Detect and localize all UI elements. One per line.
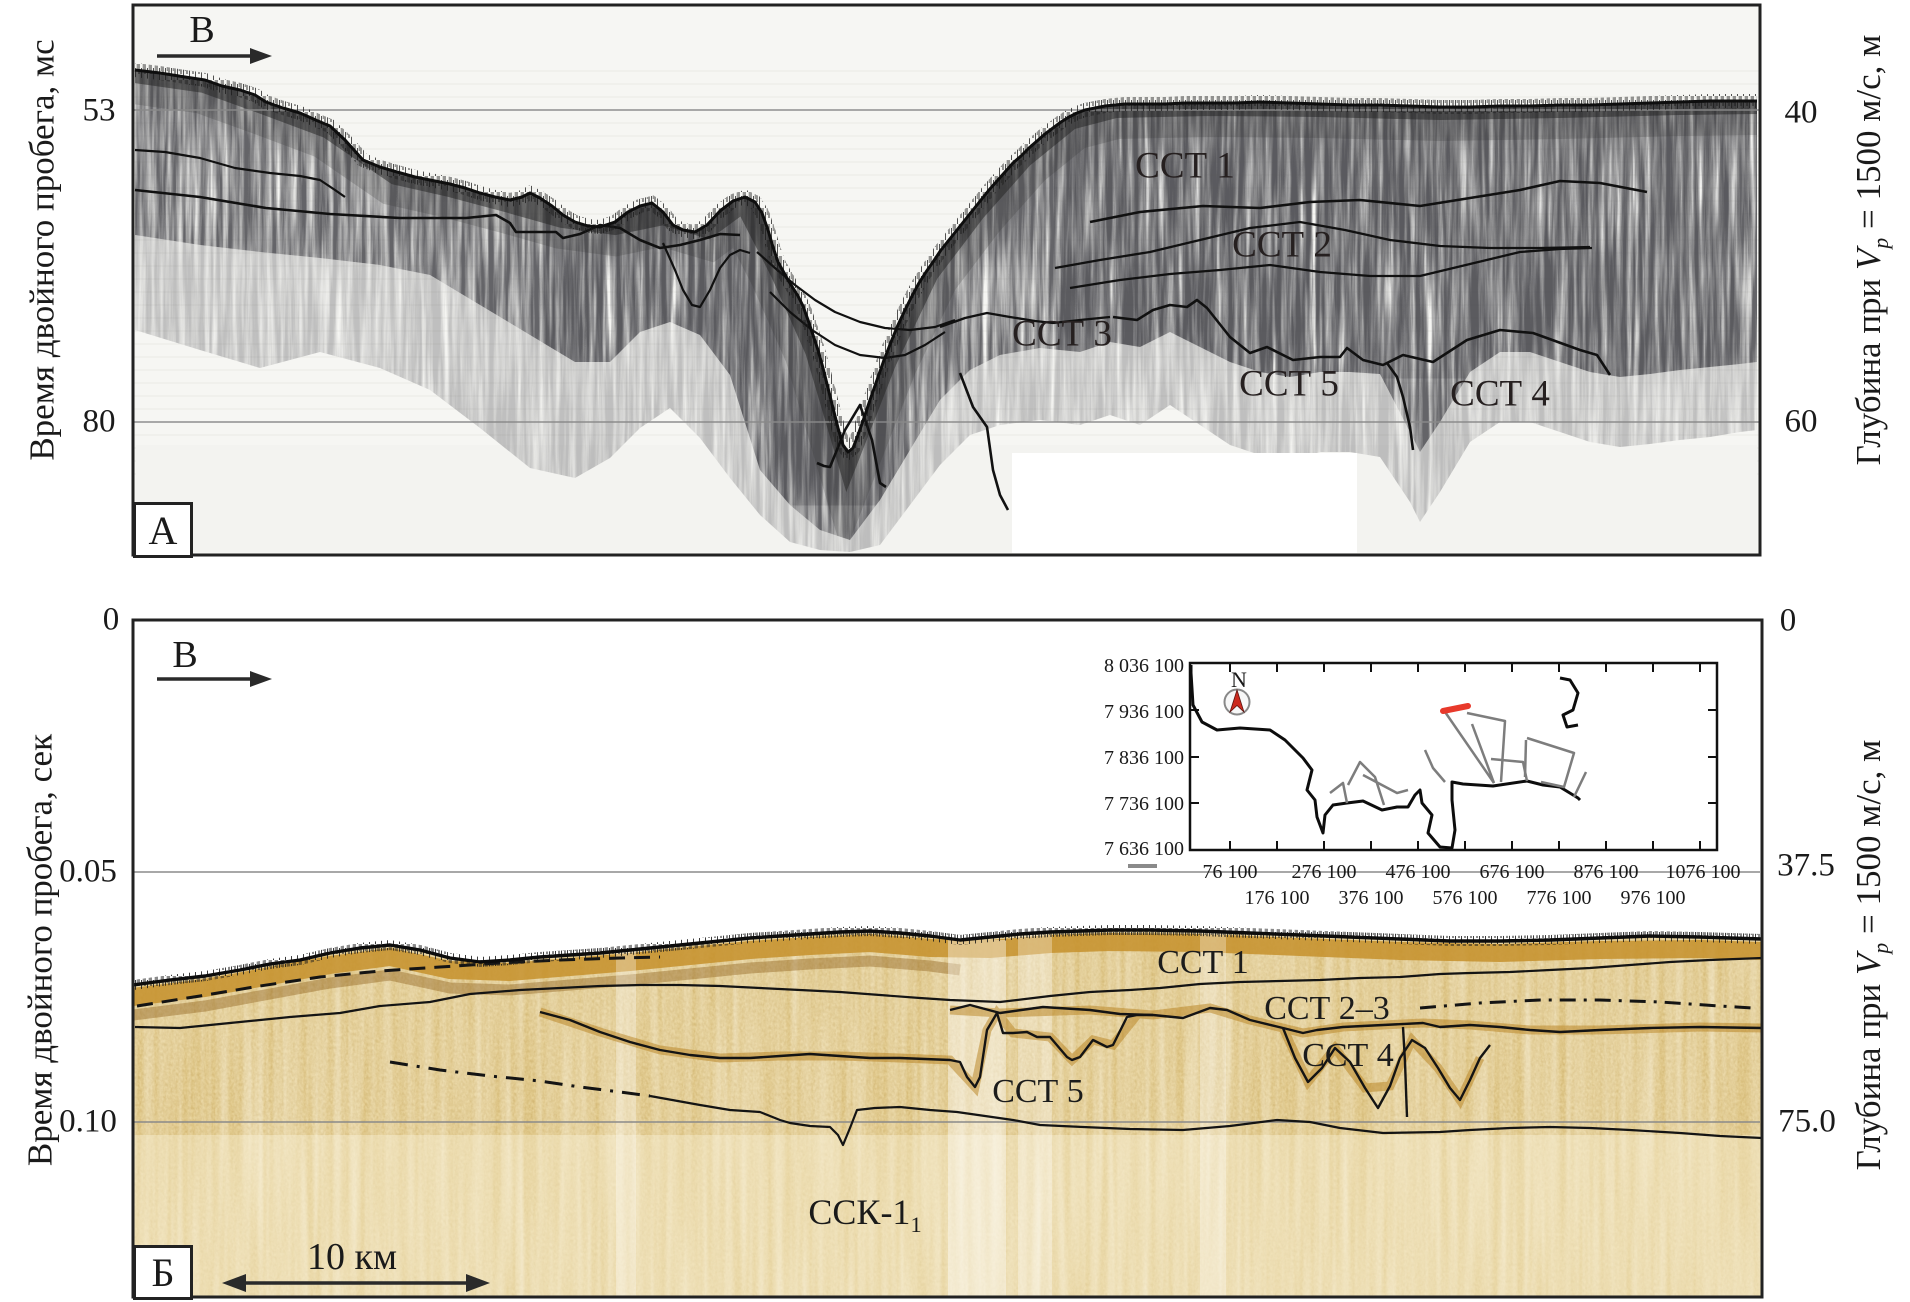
panel-a-letter-box: А	[133, 502, 193, 558]
horizon-label-cct4-a: ССТ 4	[1450, 373, 1550, 415]
horizon-label-cct3-a: ССТ 3	[1012, 313, 1112, 355]
panel-b-tick-005: 0.05	[59, 853, 117, 890]
map-ytick-0: 8 036 100	[1104, 655, 1184, 677]
panel-a-tick-40: 40	[1784, 94, 1818, 131]
ssk-main: ССК-1	[808, 1191, 911, 1232]
depth-axis-post: = 1500 м/с, м	[1849, 34, 1889, 238]
map-ytick-1: 7 936 100	[1104, 701, 1184, 723]
scale-bar-label: 10 км	[306, 1236, 398, 1278]
horizon-label-cct5-b: ССТ 5	[992, 1073, 1084, 1110]
panel-b-right-axis-title: Глубина при Vp = 1500 м/с, м	[1849, 739, 1894, 1171]
map-xtick-r1-3: 676 100	[1479, 861, 1545, 883]
depth-axis-v: V	[1849, 248, 1889, 270]
inset-map-survey-tracks	[1329, 708, 1588, 806]
panel-b-tick-0: 0	[102, 601, 120, 638]
map-xtick-r2-1: 376 100	[1338, 887, 1404, 909]
depth-axis-pre: Глубина при	[1849, 269, 1889, 466]
horizon-label-cct1-b: ССТ 1	[1157, 944, 1249, 981]
depth-axis-pre: Глубина при	[1849, 974, 1889, 1171]
north-arrow-icon	[1223, 688, 1251, 716]
panel-a-right-axis-title: Глубина при Vp = 1500 м/с, м	[1849, 34, 1894, 466]
panel-b-tick-r0: 0	[1779, 602, 1797, 639]
panel-b-tick-010: 0.10	[59, 1103, 117, 1140]
panel-b-tick-r375: 37.5	[1777, 847, 1835, 884]
horizon-label-cct1-a: ССТ 1	[1135, 145, 1235, 187]
unit-label-ssk1: ССК-11	[808, 1194, 921, 1237]
depth-axis-post: = 1500 м/с, м	[1849, 739, 1889, 943]
map-xtick-r1-1: 276 100	[1291, 861, 1357, 883]
panel-a-graphic	[131, 3, 1762, 557]
panel-b-direction-label: В	[172, 634, 198, 676]
panel-b-letter: Б	[151, 1250, 175, 1295]
map-ytick-2: 7 836 100	[1104, 747, 1184, 769]
panel-a-direction-label: В	[189, 9, 215, 51]
inset-map-profile-highlight	[1440, 703, 1471, 714]
panel-b-seabed-line	[133, 928, 1762, 987]
panel-b-border	[131, 618, 1764, 1299]
panel-a-horizon-lines	[134, 148, 1648, 511]
map-ytick-4: 7 636 100	[1104, 838, 1184, 860]
panel-a-tick-53: 53	[82, 92, 116, 129]
depth-axis-v: V	[1849, 953, 1889, 975]
panel-a-letter: А	[148, 507, 178, 553]
panel-b-horizon-lines	[134, 955, 1762, 1147]
panel-a-direction-arrow	[157, 48, 272, 64]
panel-a-data-gap	[1012, 453, 1357, 553]
map-ytick-3: 7 736 100	[1104, 793, 1184, 815]
panel-a-tick-60: 60	[1784, 403, 1818, 440]
horizon-label-cct2-a: ССТ 2	[1232, 224, 1332, 266]
horizon-label-cct4-b: ССТ 4	[1302, 1037, 1394, 1074]
depth-axis-sub: p	[1869, 942, 1894, 954]
panel-a-left-axis-title: Время двойного пробега, мс	[22, 39, 62, 461]
map-xtick-r1-0: 76 100	[1202, 861, 1258, 883]
panel-b-graphic	[131, 618, 1764, 1299]
panel-a-tick-80: 80	[82, 403, 116, 440]
horizon-label-cct5-a: ССТ 5	[1239, 363, 1339, 405]
panel-b-tick-r750: 75.0	[1778, 1103, 1836, 1140]
inset-map-ticks	[1190, 663, 1717, 850]
panel-b-direction-arrow	[157, 671, 272, 687]
panel-b-left-axis-title: Время двойного пробега, сек	[20, 733, 60, 1167]
scale-bar-arrow	[222, 1274, 490, 1292]
map-xtick-r1-2: 476 100	[1385, 861, 1451, 883]
inset-map-coastline	[1189, 665, 1582, 850]
north-label: N	[1231, 667, 1247, 692]
map-xtick-r1-4: 876 100	[1573, 861, 1639, 883]
map-xtick-r1-5: 1076 100	[1665, 861, 1741, 883]
panel-b-letter-box: Б	[133, 1245, 193, 1300]
depth-axis-sub: p	[1869, 237, 1894, 249]
map-xtick-r2-3: 776 100	[1526, 887, 1592, 909]
panel-a-border	[131, 3, 1762, 557]
map-xtick-r2-2: 576 100	[1432, 887, 1498, 909]
panel-a-seafloor-line	[134, 68, 1757, 454]
ssk-sub: 1	[910, 1211, 922, 1237]
horizon-label-cct23-b: ССТ 2–3	[1264, 990, 1390, 1027]
inset-map	[1128, 661, 1719, 868]
map-xtick-r2-4: 976 100	[1620, 887, 1686, 909]
map-xtick-r2-0: 176 100	[1244, 887, 1310, 909]
